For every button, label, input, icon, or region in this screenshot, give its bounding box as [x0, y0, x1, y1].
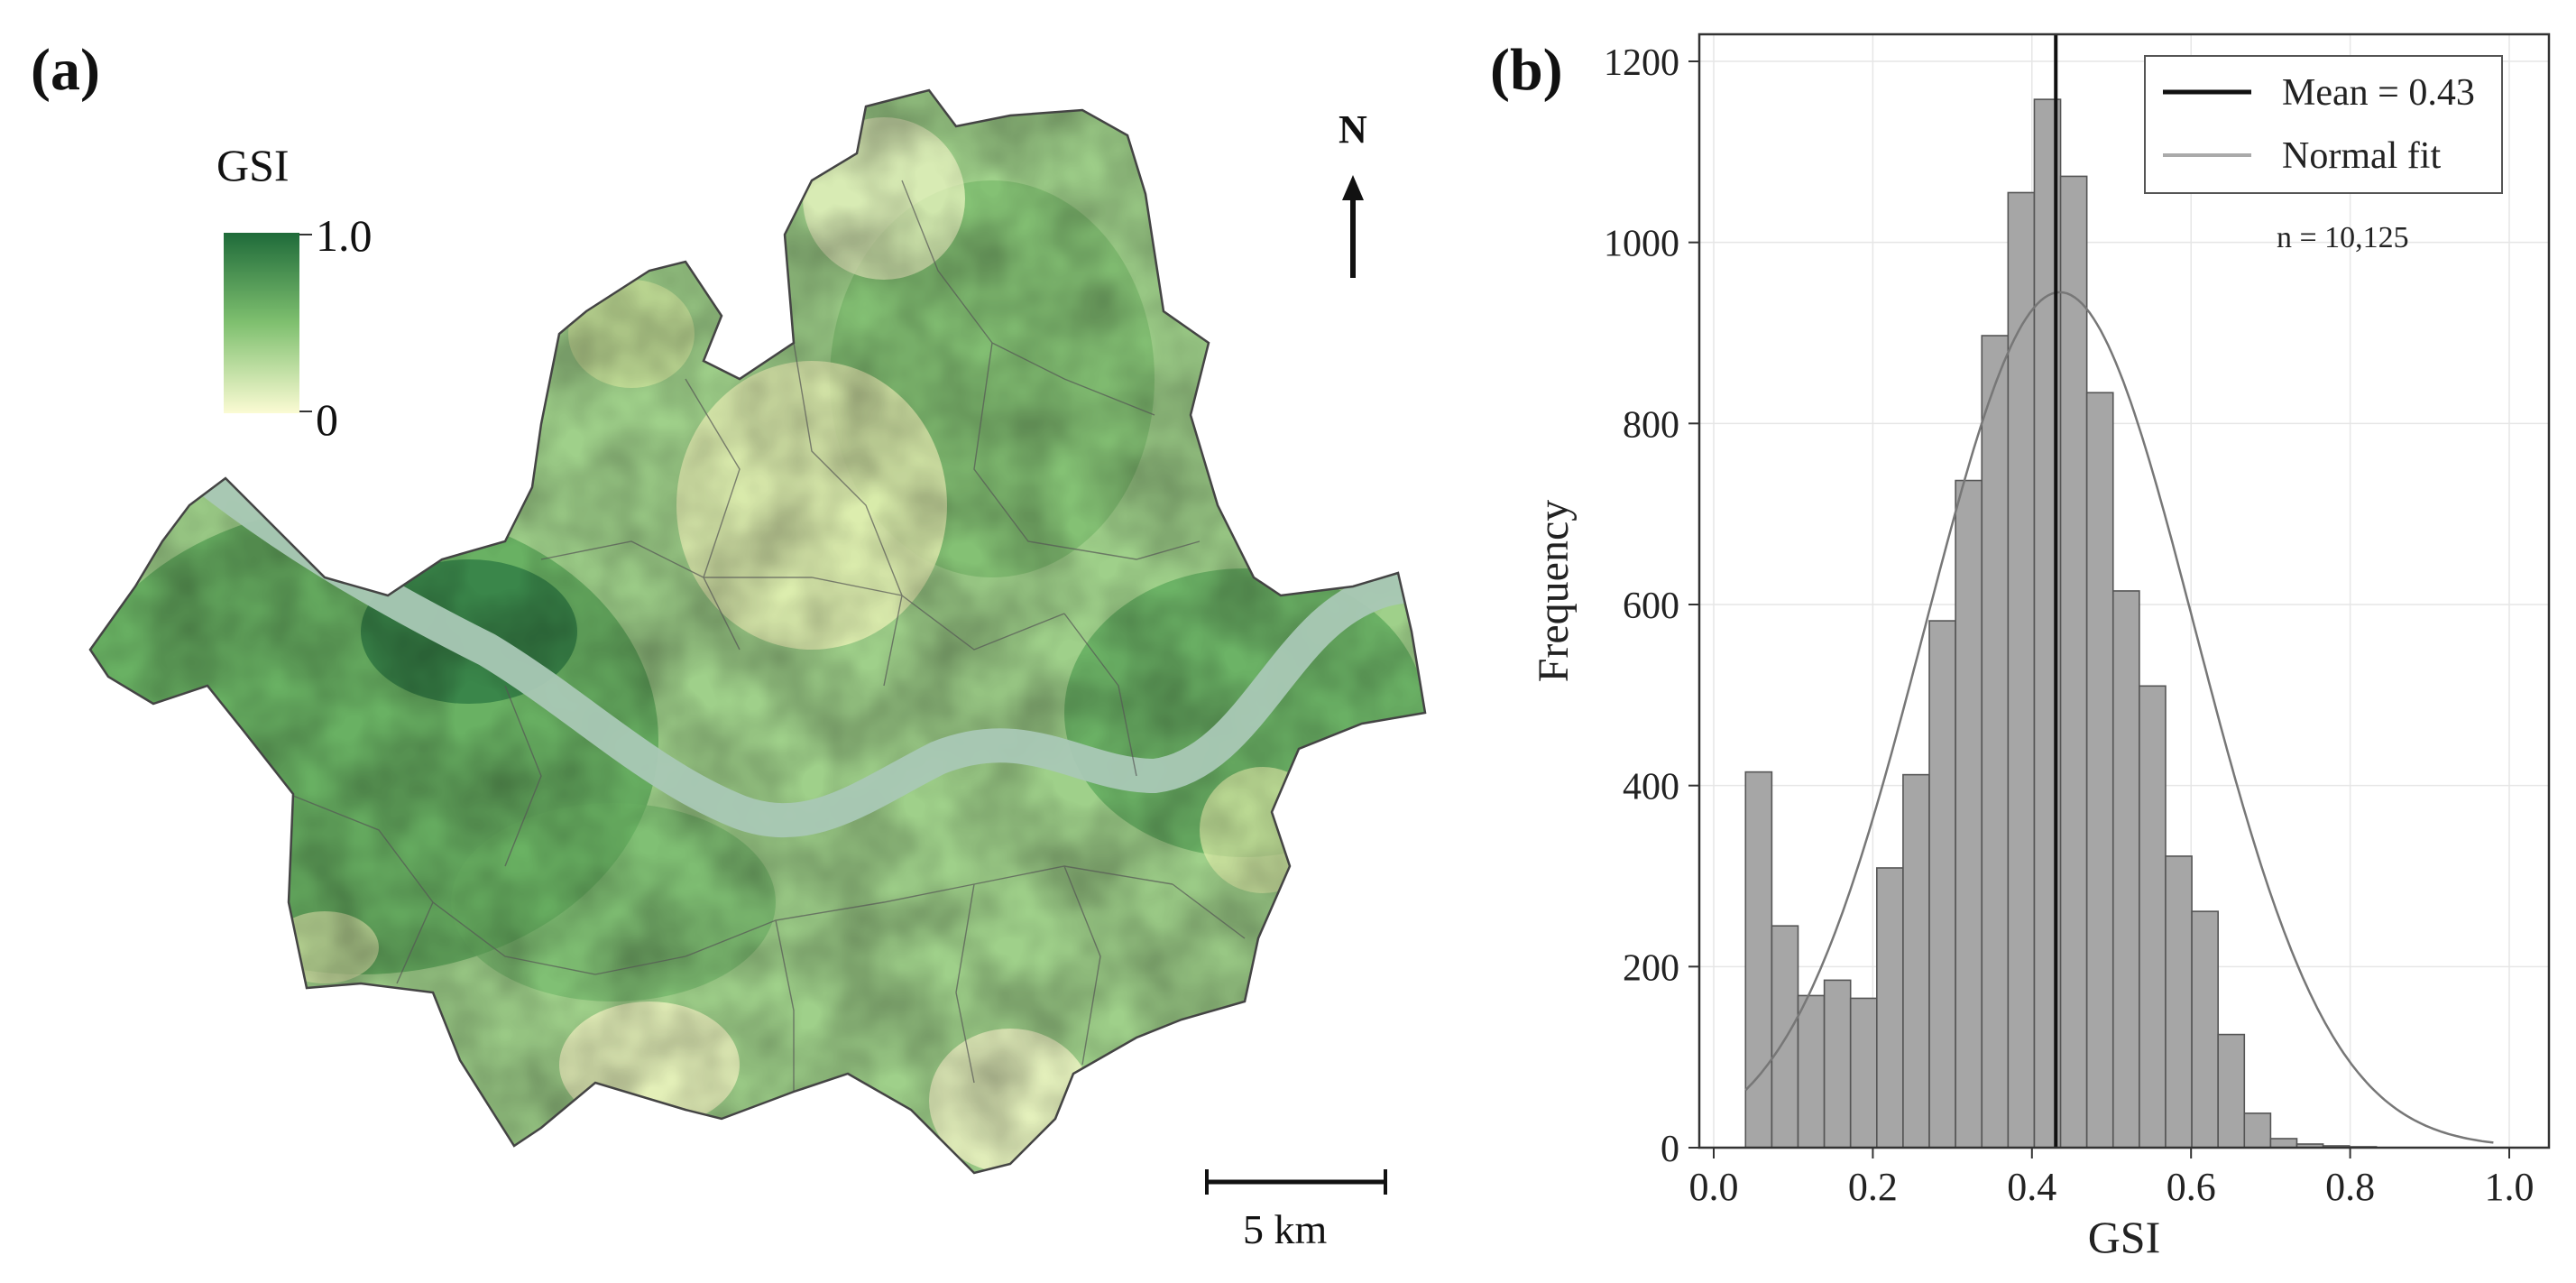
chart-legend: Mean = 0.43 Normal fit — [2144, 55, 2503, 194]
histogram-bar — [2111, 590, 2140, 1149]
histogram-bar — [2191, 910, 2219, 1149]
x-tick-label: 1.0 — [2485, 1165, 2535, 1209]
north-label: N — [1339, 107, 1367, 152]
histogram-bar — [1744, 771, 1773, 1149]
x-tick-label: 0.6 — [2167, 1165, 2216, 1209]
city-boundary — [88, 88, 1427, 1175]
color-legend: GSI 1.0 0 — [216, 140, 373, 445]
legend-box — [2144, 55, 2503, 194]
x-axis-label: GSI — [2088, 1212, 2161, 1262]
histogram-bar — [1849, 997, 1878, 1149]
normal-fit-curve — [1744, 291, 2494, 1144]
histogram-bar — [1876, 867, 1904, 1149]
histogram-bar — [1771, 925, 1799, 1149]
y-tick-label: 800 — [1623, 404, 1679, 446]
y-tick-label: 600 — [1623, 586, 1679, 627]
north-arrow-icon: N — [1339, 107, 1367, 278]
histogram-bar — [2165, 855, 2193, 1149]
y-tick-label: 1000 — [1604, 224, 1679, 265]
histogram-bar — [1797, 994, 1826, 1149]
legend-min: 0 — [316, 394, 338, 445]
histogram-bar — [2269, 1138, 2298, 1149]
histogram-bar — [2059, 175, 2088, 1149]
legend-colorbar — [224, 233, 299, 413]
x-tick-label: 0.0 — [1689, 1165, 1739, 1209]
histogram-bar — [1902, 773, 1930, 1149]
y-tick-label: 200 — [1623, 947, 1679, 989]
x-tick-label: 0.8 — [2325, 1165, 2375, 1209]
histogram-bar — [1981, 335, 2010, 1149]
y-tick-label: 1200 — [1604, 42, 1679, 84]
district-borders — [288, 180, 1246, 1092]
histogram-bar — [2243, 1112, 2272, 1149]
legend-mean-label: Mean = 0.43 — [2282, 72, 2475, 114]
x-tick-label: 0.2 — [1848, 1165, 1898, 1209]
y-tick-label: 400 — [1623, 767, 1679, 808]
gsi-map: GSI 1.0 0 N 5 km — [88, 88, 1427, 1252]
histogram-bar — [1955, 479, 1983, 1149]
histogram-bar — [1928, 620, 1956, 1149]
sample-size-annotation: n = 10,125 — [2277, 221, 2409, 254]
legend-title: GSI — [216, 140, 290, 190]
histogram-bar — [1823, 979, 1852, 1149]
legend-fit-label: Normal fit — [2282, 135, 2441, 177]
histogram-bars — [1744, 98, 2378, 1149]
y-tick-label: 0 — [1661, 1129, 1679, 1170]
histogram-bar — [2085, 392, 2114, 1149]
panel-label-a: (a) — [31, 37, 100, 103]
y-axis: 0 200 400 600 800 1000 1200 — [1604, 42, 1699, 1170]
x-tick-label: 0.4 — [2007, 1165, 2056, 1209]
scalebar-label: 5 km — [1243, 1206, 1328, 1252]
han-river — [190, 461, 1424, 838]
plot-frame — [1697, 32, 2551, 1149]
histogram-bar — [2139, 685, 2167, 1149]
histogram-bar — [2007, 191, 2036, 1149]
histogram-bar — [2217, 1033, 2246, 1149]
legend-max: 1.0 — [316, 210, 373, 261]
scale-bar-icon: 5 km — [1205, 1169, 1387, 1252]
x-axis: 0.0 0.2 0.4 0.6 0.8 1.0 — [1689, 1148, 2535, 1209]
y-axis-label: Frequency — [1530, 500, 1578, 683]
panel-label-b: (b) — [1490, 37, 1563, 103]
